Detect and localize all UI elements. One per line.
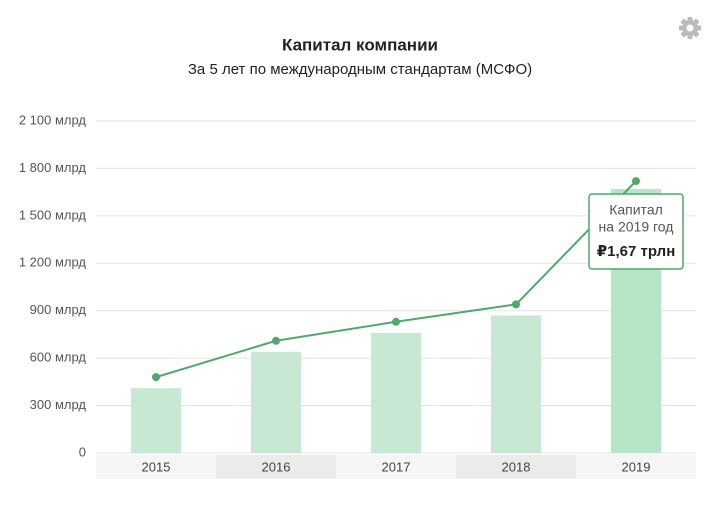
- bar: [131, 388, 181, 453]
- tooltip-box: [588, 193, 684, 270]
- chart-subtitle: За 5 лет по международным стандартам (МС…: [188, 61, 532, 78]
- line-point: [632, 177, 640, 186]
- y-tick-label: 1 500 млрд: [19, 207, 87, 222]
- x-axis-band: [456, 455, 576, 479]
- x-axis-band: [96, 455, 216, 479]
- x-axis-band: [576, 455, 696, 479]
- y-tick-label: 900 млрд: [30, 302, 87, 317]
- chart-title: Капитал компании: [282, 35, 438, 54]
- x-tick-label: 2016: [262, 459, 291, 474]
- x-tick-label: 2018: [502, 459, 531, 474]
- x-tick-label: 2017: [382, 459, 411, 474]
- line-point: [152, 373, 160, 382]
- line-point: [512, 300, 520, 309]
- bar: [371, 332, 421, 453]
- x-axis-band: [336, 455, 456, 479]
- y-tick-label: 1 200 млрд: [19, 255, 87, 270]
- value-label: ₽1,67 трлн: [597, 243, 676, 260]
- line-point: [392, 317, 400, 326]
- x-axis-band: [216, 455, 336, 479]
- y-tick-label: 600 млрд: [30, 350, 87, 365]
- line-point: [272, 336, 280, 345]
- y-tick-label: 300 млрд: [30, 397, 87, 412]
- x-tick-label: 2019: [622, 459, 651, 474]
- bar: [491, 315, 541, 453]
- bar: [251, 351, 301, 453]
- y-tick-label: 1 800 млрд: [19, 160, 87, 175]
- tooltip-note: на 2019 год: [599, 219, 674, 235]
- tooltip-title: Капитал: [609, 202, 663, 218]
- settings-button[interactable]: [679, 17, 701, 39]
- y-tick-label: 2 100 млрд: [19, 112, 87, 127]
- gear-hole: [686, 24, 694, 32]
- y-tick-label: 0: [79, 444, 86, 459]
- x-tick-label: 2015: [142, 459, 171, 474]
